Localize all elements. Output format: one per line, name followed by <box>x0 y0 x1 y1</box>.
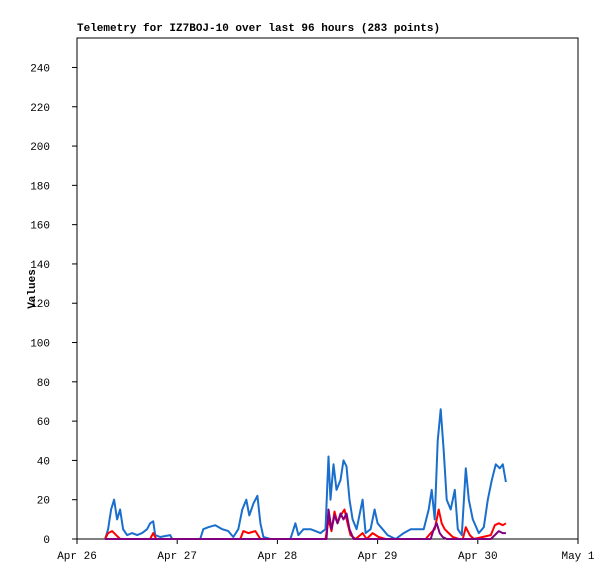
x-tick-label: May 1 <box>561 551 594 563</box>
x-tick-label: Apr 29 <box>358 551 398 563</box>
y-tick-label: 40 <box>37 456 50 468</box>
x-tick-label: Apr 30 <box>458 551 498 563</box>
x-tick-label: Apr 28 <box>258 551 298 563</box>
y-tick-label: 80 <box>37 378 50 390</box>
y-tick-label: 140 <box>30 260 50 272</box>
y-tick-label: 60 <box>37 417 50 429</box>
y-tick-label: 0 <box>43 535 50 547</box>
y-tick-label: 160 <box>30 221 50 233</box>
series-line <box>105 508 506 540</box>
x-tick-label: Apr 27 <box>157 551 197 563</box>
y-tick-label: 220 <box>30 103 50 115</box>
chart-title: Telemetry for IZ7BOJ-10 over last 96 hou… <box>77 23 440 35</box>
series-line <box>104 508 507 540</box>
y-tick-label: 200 <box>30 142 50 154</box>
y-tick-label: 240 <box>30 63 50 75</box>
y-tick-label: 180 <box>30 181 50 193</box>
y-tick-label: 100 <box>30 339 50 351</box>
series-line <box>104 408 507 540</box>
y-axis-label: Values <box>27 269 39 309</box>
y-tick-label: 120 <box>30 299 50 311</box>
x-tick-label: Apr 26 <box>57 551 97 563</box>
y-tick-label: 20 <box>37 496 50 508</box>
